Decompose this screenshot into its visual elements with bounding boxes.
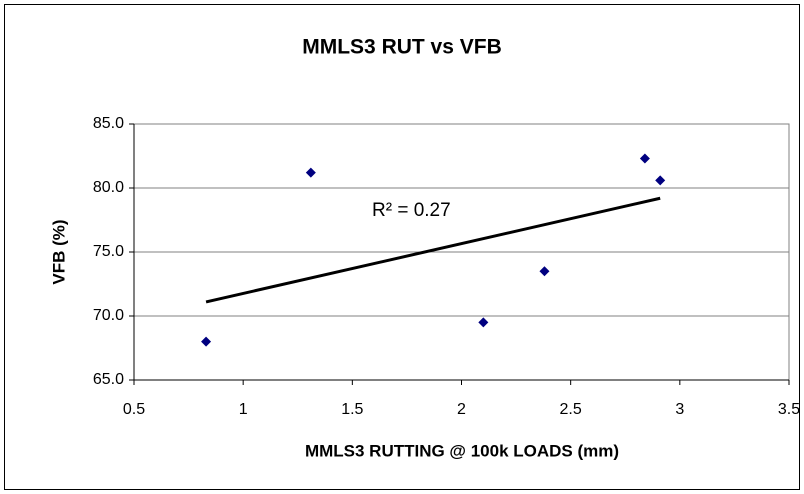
x-tick-label: 0.5 <box>123 401 145 418</box>
point <box>655 175 666 186</box>
trendline <box>205 196 661 304</box>
x-tick-label: 3 <box>675 401 684 418</box>
point <box>478 317 489 328</box>
x-tick-label: 2 <box>457 401 466 418</box>
y-tick-label: 75.0 <box>93 243 124 260</box>
point <box>639 153 650 164</box>
x-tick-label: 1.5 <box>341 401 363 418</box>
y-tick-label: 65.0 <box>93 371 124 388</box>
y-tick-label: 70.0 <box>93 307 124 324</box>
x-tick-label: 2.5 <box>560 401 582 418</box>
point <box>305 167 316 178</box>
annotation: R² = 0.27 <box>372 200 451 221</box>
point <box>539 266 550 277</box>
y-tick-label: 80.0 <box>93 179 124 196</box>
point <box>201 336 212 347</box>
x-tick-label: 3.5 <box>778 401 800 418</box>
y-tick-label: 85.0 <box>93 115 124 132</box>
chart-title: MMLS3 RUT vs VFB <box>302 36 502 59</box>
y-axis-label: VFB (%) <box>49 219 68 284</box>
x-tick-label: 1 <box>239 401 248 418</box>
x-axis-label: MMLS3 RUTTING @ 100k LOADS (mm) <box>305 441 619 460</box>
